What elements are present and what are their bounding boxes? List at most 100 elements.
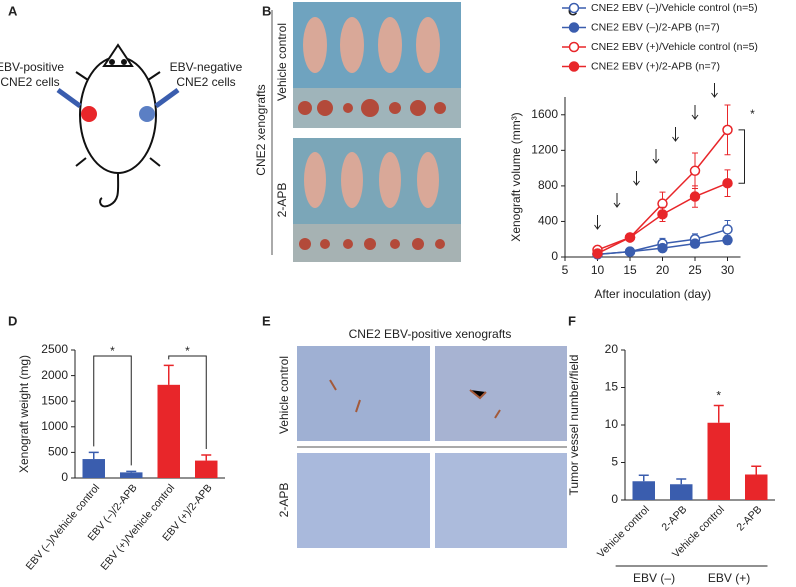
significance-bracket bbox=[738, 129, 745, 184]
y-tick-label: 0 bbox=[61, 470, 68, 484]
bar bbox=[82, 459, 105, 478]
x-tick-label: 2-APB bbox=[734, 504, 764, 534]
mouse-tail bbox=[99, 172, 120, 208]
marker bbox=[592, 248, 603, 259]
y-axis-label: Xenograft volume (mm³) bbox=[509, 112, 523, 241]
injection-arrow bbox=[594, 215, 601, 230]
bar bbox=[120, 472, 143, 478]
micrograph bbox=[297, 346, 430, 441]
row-label: 2-APB bbox=[277, 483, 291, 518]
y-axis-label: Xenograft weight (mg) bbox=[17, 355, 31, 473]
mouse-eye bbox=[121, 59, 127, 65]
panel-title: CNE2 EBV-positive xenografts bbox=[349, 327, 512, 341]
micrograph bbox=[435, 346, 567, 441]
annotation: * bbox=[185, 344, 190, 358]
significance-bracket bbox=[93, 355, 132, 466]
significance-bracket bbox=[168, 355, 207, 449]
micrograph bbox=[435, 453, 567, 548]
injection-arrow bbox=[633, 171, 640, 186]
error-bar bbox=[201, 454, 212, 461]
injection-arrow bbox=[652, 149, 660, 164]
y-tick-label: 10 bbox=[605, 417, 619, 431]
legend-label: CNE2 EBV (+)/2-APB (n=7) bbox=[591, 60, 720, 72]
error-bar bbox=[676, 478, 687, 485]
error-bar bbox=[713, 404, 724, 423]
y-tick-label: 1200 bbox=[531, 143, 558, 157]
marker bbox=[689, 238, 701, 249]
series-line bbox=[597, 129, 729, 251]
panel-label: E bbox=[262, 313, 271, 328]
group-label: CNE2 xenografts bbox=[254, 84, 268, 175]
y-tick-label: 0 bbox=[551, 249, 558, 263]
x-tick-label: 25 bbox=[688, 263, 702, 277]
y-tick-label: 1500 bbox=[41, 393, 68, 407]
injection-arrow bbox=[711, 83, 718, 98]
y-tick-label: 2000 bbox=[41, 368, 68, 382]
panel-label: D bbox=[8, 313, 17, 328]
marker bbox=[657, 209, 668, 220]
panel-label: B bbox=[262, 3, 271, 18]
x-tick-label: 5 bbox=[562, 263, 569, 277]
x-tick-label: 20 bbox=[656, 263, 670, 277]
error-bar bbox=[88, 451, 99, 460]
marker bbox=[722, 234, 733, 246]
injection-arrow bbox=[672, 127, 679, 142]
vessels bbox=[329, 379, 501, 419]
annotation: * bbox=[716, 389, 721, 403]
legend-marker bbox=[568, 22, 580, 33]
y-tick-label: 15 bbox=[605, 380, 619, 394]
y-tick-label: 1000 bbox=[41, 419, 68, 433]
mouse-eye bbox=[109, 59, 115, 65]
x-tick-label: EBV (+)/Vehicle control bbox=[98, 482, 177, 573]
marker bbox=[722, 124, 733, 136]
x-tick-label: 2-APB bbox=[659, 504, 689, 534]
y-tick-label: 800 bbox=[538, 178, 558, 192]
bar bbox=[707, 422, 730, 500]
x-tick-label: 30 bbox=[721, 263, 735, 277]
marker bbox=[657, 242, 668, 254]
error-bar bbox=[751, 465, 762, 475]
diagram-label: EBV-negative bbox=[170, 60, 243, 74]
injection-arrow bbox=[691, 105, 699, 120]
annotation: * bbox=[750, 107, 755, 121]
bar bbox=[195, 460, 218, 478]
legend-label: CNE2 EBV (–)/Vehicle control (n=5) bbox=[591, 2, 758, 14]
diagram-label: EBV-positive bbox=[0, 60, 64, 74]
bar bbox=[670, 484, 693, 500]
mouse-legs bbox=[75, 71, 161, 167]
row-label: Vehicle control bbox=[277, 356, 291, 434]
ebv-negative-site bbox=[139, 106, 155, 122]
error-bar bbox=[126, 470, 137, 473]
panel-label: F bbox=[568, 313, 576, 328]
group-label: EBV (+) bbox=[708, 571, 750, 585]
legend-label: CNE2 EBV (+)/Vehicle control (n=5) bbox=[591, 41, 758, 53]
tumors bbox=[298, 99, 446, 250]
error-bar bbox=[638, 474, 649, 482]
bar bbox=[745, 474, 768, 500]
syringe bbox=[56, 87, 82, 109]
marker bbox=[689, 191, 701, 202]
mouse-head bbox=[102, 43, 134, 67]
y-tick-label: 2500 bbox=[41, 342, 68, 356]
marker bbox=[624, 246, 636, 257]
x-axis-label: After inoculation (day) bbox=[594, 287, 711, 301]
row-label: Vehicle control bbox=[275, 23, 289, 101]
bar bbox=[157, 384, 180, 478]
micrograph bbox=[297, 453, 430, 548]
legend-marker bbox=[568, 2, 580, 14]
legend-marker bbox=[568, 41, 580, 53]
legend-marker bbox=[568, 61, 580, 72]
diagram-label: CNE2 cells bbox=[176, 75, 235, 89]
row-label: 2-APB bbox=[275, 183, 289, 218]
bar bbox=[632, 481, 655, 500]
group-label: EBV (–) bbox=[633, 571, 675, 585]
y-tick-label: 1600 bbox=[531, 107, 558, 121]
marker bbox=[624, 232, 636, 243]
injection-arrow bbox=[613, 193, 621, 208]
error-bar bbox=[163, 364, 174, 385]
x-tick-label: 15 bbox=[623, 263, 637, 277]
y-axis-label: Tumor vessel number/field bbox=[567, 355, 581, 496]
x-tick-label: Vehicle control bbox=[595, 504, 652, 561]
panel-label: A bbox=[8, 3, 18, 18]
